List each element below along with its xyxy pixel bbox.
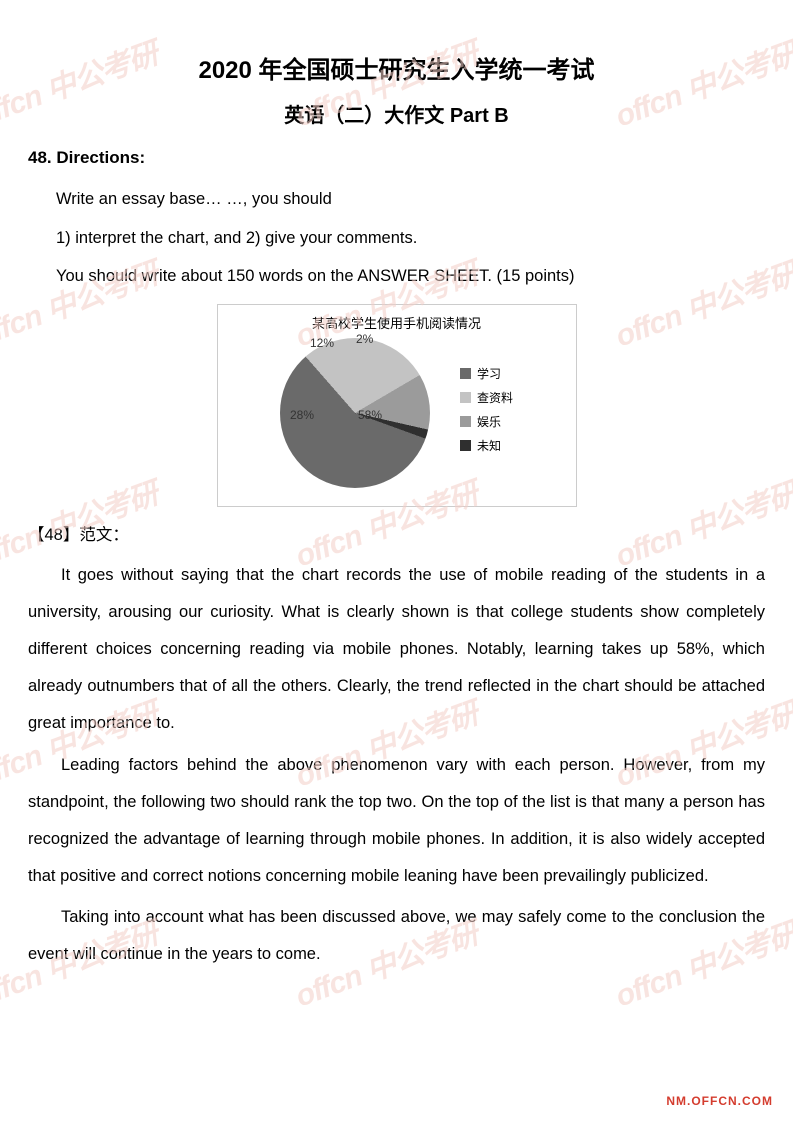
exam-title: 2020 年全国硕士研究生入学统一考试 (28, 50, 765, 85)
essay-paragraph-3: Taking into account what has been discus… (28, 899, 765, 973)
footer-url: NM.OFFCN.COM (666, 1094, 773, 1108)
chart-title: 某高校学生使用手机阅读情况 (228, 313, 566, 332)
legend-swatch (460, 392, 471, 403)
exam-subtitle: 英语（二）大作文 Part B (28, 99, 765, 128)
legend-label: 查资料 (477, 389, 513, 406)
pie-chart-container: 某高校学生使用手机阅读情况 58% 28% 12% 2% 学习查资料娱乐未知 (217, 304, 577, 507)
pie-slice-label: 2% (356, 332, 373, 346)
legend-swatch (460, 368, 471, 379)
legend-item: 查资料 (460, 389, 513, 406)
pie-slice-label: 12% (310, 336, 334, 350)
legend-swatch (460, 440, 471, 451)
pie-slice-label: 58% (358, 408, 382, 422)
essay-paragraph-1: It goes without saying that the chart re… (28, 557, 765, 743)
legend-item: 未知 (460, 437, 513, 454)
essay-paragraph-2: Leading factors behind the above phenome… (28, 747, 765, 896)
chart-legend: 学习查资料娱乐未知 (460, 365, 513, 461)
directions-heading: 48. Directions: (28, 148, 765, 168)
instruction-line-1: Write an essay base… …, you should (56, 182, 765, 217)
legend-label: 娱乐 (477, 413, 501, 430)
legend-item: 娱乐 (460, 413, 513, 430)
instruction-line-3: You should write about 150 words on the … (56, 259, 765, 294)
legend-label: 未知 (477, 437, 501, 454)
legend-swatch (460, 416, 471, 427)
legend-label: 学习 (477, 365, 501, 382)
pie-chart: 58%28%12%2% (280, 338, 430, 488)
instruction-line-2: 1) interpret the chart, and 2) give your… (56, 221, 765, 256)
legend-item: 学习 (460, 365, 513, 382)
pie-slice-label: 28% (290, 408, 314, 422)
sample-essay-label: 【48】范文： (28, 521, 765, 545)
